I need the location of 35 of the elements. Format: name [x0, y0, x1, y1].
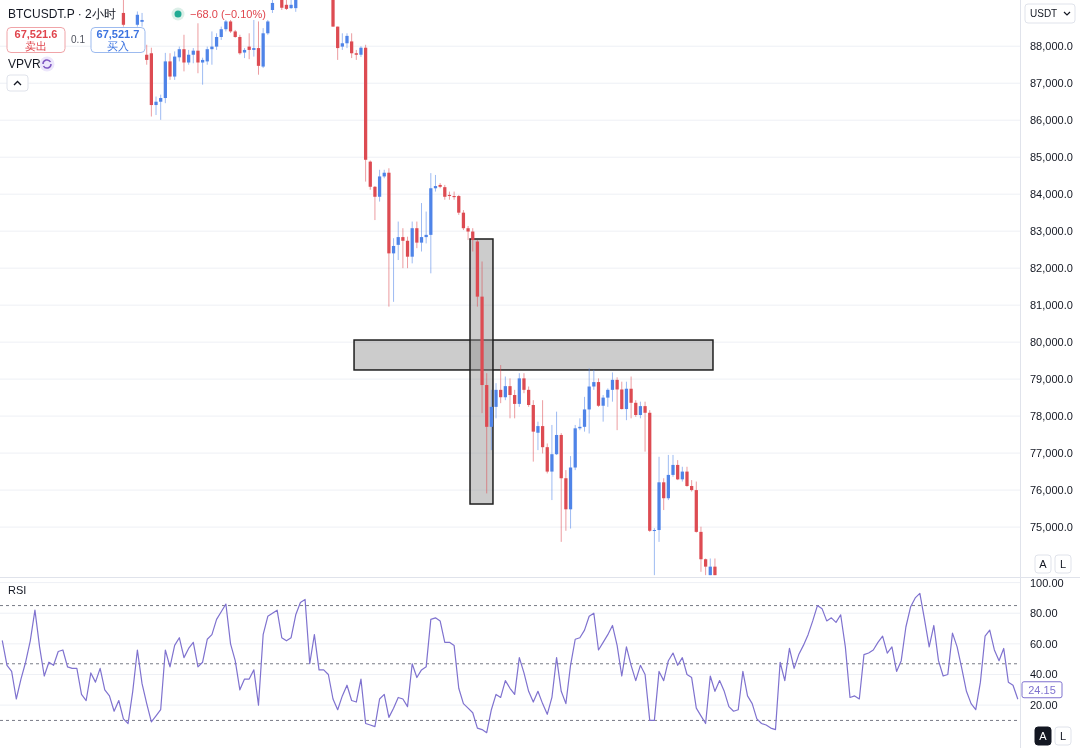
y-tick-label: 82,000.0	[1030, 262, 1073, 275]
y-tick-label: 80.00	[1030, 607, 1058, 620]
annotation: −68.0 (−0.10%)	[190, 8, 266, 20]
y-axis-title: USDT	[1030, 8, 1058, 19]
y-tick-label: 86,000.0	[1030, 114, 1073, 127]
y-tick-label: 79,000.0	[1030, 373, 1073, 386]
y-tick-label: 77,000.0	[1030, 447, 1073, 460]
y-tick-label: 80,000.0	[1030, 336, 1073, 349]
text: A	[1039, 730, 1048, 742]
y-tick-label: 75,000.0	[1030, 521, 1073, 534]
annotation: 卖出	[25, 39, 47, 52]
y-tick-label: 40.00	[1030, 668, 1058, 681]
annotation: 买入	[107, 39, 129, 52]
text: A	[1039, 558, 1048, 570]
y-tick-label: 88,000.0	[1030, 40, 1073, 53]
y-tick-label: 85,000.0	[1030, 151, 1073, 164]
annotation: 0.1	[71, 33, 86, 45]
text: L	[1059, 558, 1067, 570]
value-label: 24.15	[1021, 681, 1063, 699]
annotation: 67,521.7	[96, 28, 140, 40]
y-tick-label: 81,000.0	[1030, 299, 1073, 312]
annotation: VPVR	[8, 57, 42, 71]
y-tick-label: 78,000.0	[1030, 410, 1073, 423]
text: L	[1059, 730, 1067, 742]
y-tick-label: 100.00	[1030, 576, 1064, 589]
text: BTCUSDT.P · 2小时	[8, 7, 116, 21]
data-label: 24.15	[1028, 683, 1056, 696]
annotation: 67,521.6	[14, 28, 58, 40]
y-tick-label: 84,000.0	[1030, 188, 1073, 201]
y-tick-label: 60.00	[1030, 637, 1058, 650]
y-tick-label: 87,000.0	[1030, 77, 1073, 90]
y-tick-label: 76,000.0	[1030, 484, 1073, 497]
text: RSI	[8, 584, 27, 596]
y-tick-label: 83,000.0	[1030, 225, 1073, 238]
y-tick-label: 20.00	[1030, 699, 1058, 712]
